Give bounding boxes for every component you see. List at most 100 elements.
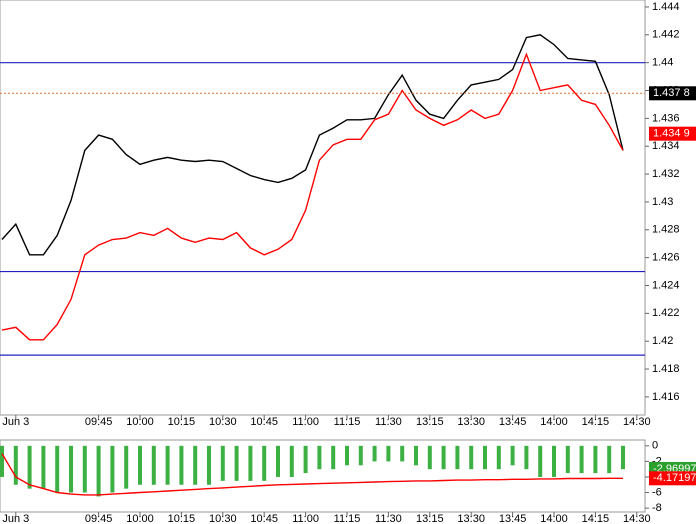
x-tick-label: 10:45 xyxy=(250,416,278,428)
x-tick-label: 14:00 xyxy=(540,416,568,428)
price-tag-label: 1.437 8 xyxy=(653,87,690,99)
histogram-bar xyxy=(179,445,184,485)
price-tag xyxy=(649,86,696,101)
x-tick-label: 14:00 xyxy=(540,513,568,524)
histogram-bar xyxy=(483,445,487,470)
y-tick-label: 0 xyxy=(652,440,658,452)
x-tick-label: 13:30 xyxy=(457,416,485,428)
y-tick-label: 1.43 xyxy=(652,196,673,208)
histogram-bar xyxy=(538,445,543,477)
histogram-bar xyxy=(124,445,129,489)
x-tick-label: 11:00 xyxy=(292,513,319,524)
histogram-bar xyxy=(262,445,267,481)
y-tick-label: 1.426 xyxy=(652,252,680,264)
x-tick-label: Jun 3 xyxy=(2,513,29,524)
histogram-bar xyxy=(372,445,377,462)
histogram-bar xyxy=(317,445,322,470)
y-tick-label: 1.44 xyxy=(652,57,673,69)
histogram-bar xyxy=(27,445,32,489)
x-tick-label: 11:30 xyxy=(375,513,402,524)
histogram-bar xyxy=(96,445,101,497)
y-tick-label: -8 xyxy=(652,502,662,514)
price-tag xyxy=(649,471,696,486)
histogram-bar xyxy=(358,445,363,466)
signal-line xyxy=(1,52,624,341)
x-tick-label: 13:15 xyxy=(416,513,444,524)
x-tick-label: 14:15 xyxy=(582,513,610,524)
y-tick-label: 1.442 xyxy=(652,29,680,41)
x-tick-label: 11:30 xyxy=(375,416,402,428)
indicator-line xyxy=(1,453,623,496)
histogram-bar xyxy=(207,445,211,485)
indicator-panel xyxy=(0,439,646,513)
x-tick-label: 10:00 xyxy=(126,416,154,428)
y-tick-label: 1.418 xyxy=(652,363,680,375)
histogram-bar xyxy=(220,445,225,481)
histogram-bar xyxy=(151,445,156,485)
histogram-bar xyxy=(455,445,460,470)
histogram-bar xyxy=(427,445,432,470)
histogram-bar xyxy=(386,445,391,462)
y-tick-label: 1.422 xyxy=(652,307,680,319)
x-tick-label: 11:00 xyxy=(292,416,319,428)
price-line xyxy=(1,34,624,256)
histogram-bar xyxy=(0,445,4,477)
x-tick-label: 14:30 xyxy=(623,513,651,524)
x-tick-label: 10:45 xyxy=(250,513,278,524)
x-tick-label: 13:45 xyxy=(499,416,527,428)
x-tick-label: 10:00 xyxy=(126,513,154,524)
x-tick-label: 14:15 xyxy=(582,416,610,428)
x-tick-label: 10:15 xyxy=(168,513,196,524)
y-tick-label: 1.432 xyxy=(652,168,680,180)
x-tick-label: 13:45 xyxy=(499,513,527,524)
x-tick-label: 10:15 xyxy=(168,416,196,428)
x-tick-label: 13:15 xyxy=(416,416,444,428)
histogram-bar xyxy=(607,445,612,474)
histogram-bar xyxy=(303,445,308,474)
histogram-bar xyxy=(110,445,115,493)
y-tick-label: 1.436 xyxy=(652,112,680,124)
histogram-bar xyxy=(552,445,556,477)
histogram-bar xyxy=(579,445,584,474)
y-tick-label: 1.416 xyxy=(652,391,680,403)
price-tag xyxy=(649,126,696,141)
x-tick-label: 10:30 xyxy=(209,416,237,428)
histogram-bar xyxy=(524,445,529,470)
histogram-bar xyxy=(289,445,294,477)
y-tick-label: -6 xyxy=(652,486,662,498)
x-tick-label: 13:30 xyxy=(457,513,485,524)
histogram-bar xyxy=(248,445,253,481)
price-panel xyxy=(0,0,646,416)
y-tick-label: 1.424 xyxy=(652,279,680,291)
x-tick-label: 09:45 xyxy=(85,513,113,524)
y-tick-label: 1.428 xyxy=(652,224,680,236)
x-tick-label: 11:15 xyxy=(334,416,361,428)
histogram-bar xyxy=(345,445,349,466)
histogram-bar xyxy=(138,445,142,485)
x-tick-label: 09:45 xyxy=(85,416,113,428)
histogram-bar xyxy=(510,445,515,466)
histogram-bar xyxy=(593,445,598,474)
x-tick-label: 10:30 xyxy=(209,513,237,524)
histogram-bar xyxy=(565,445,570,474)
histogram-bar xyxy=(400,445,405,462)
price-tag-label: 1.434 9 xyxy=(653,128,690,140)
histogram-bar xyxy=(621,445,625,470)
y-tick-label: 1.444 xyxy=(652,1,680,13)
histogram-bar xyxy=(13,445,18,485)
histogram-bar xyxy=(441,445,446,470)
histogram-bar xyxy=(69,445,73,493)
y-tick-label: 1.42 xyxy=(652,335,673,347)
x-tick-label: 11:15 xyxy=(334,513,361,524)
histogram-bar xyxy=(469,445,474,470)
histogram-bar xyxy=(55,445,60,493)
histogram-bar xyxy=(276,445,280,477)
price-tag-label: -4.17197 xyxy=(653,472,696,484)
histogram-bar xyxy=(41,445,46,489)
histogram-bar xyxy=(331,445,336,470)
y-tick-label: -2 xyxy=(652,455,662,467)
x-tick-label: Jun 3 xyxy=(2,416,29,428)
histogram-bar xyxy=(82,445,87,493)
histogram-bar xyxy=(234,445,239,481)
